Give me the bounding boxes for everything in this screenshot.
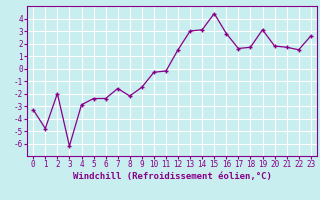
X-axis label: Windchill (Refroidissement éolien,°C): Windchill (Refroidissement éolien,°C) [73, 172, 271, 181]
